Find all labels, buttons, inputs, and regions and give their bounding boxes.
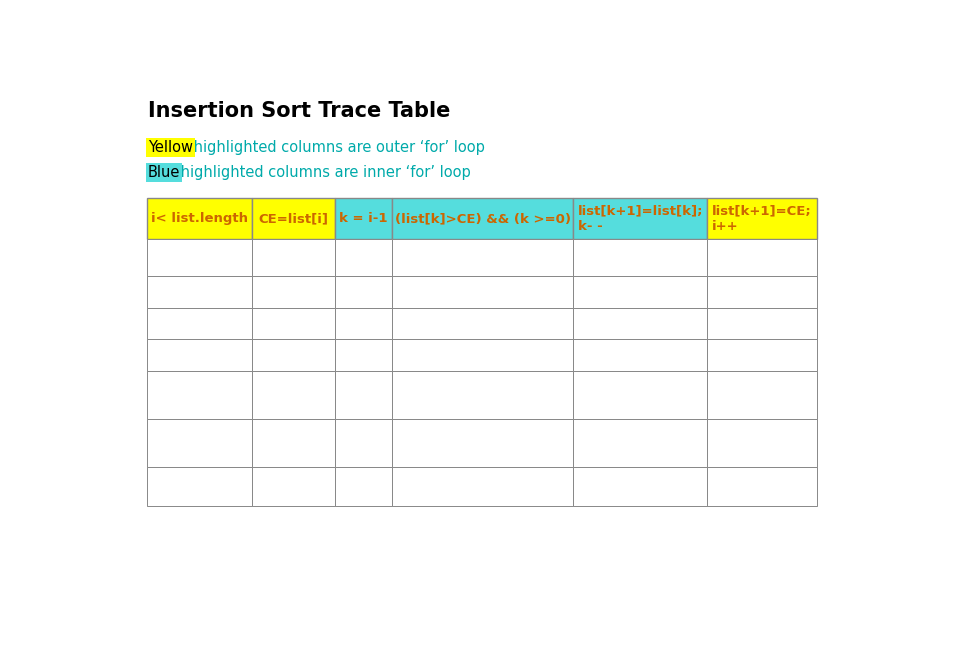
Text: Blue: Blue (148, 165, 180, 180)
Bar (252, 467, 334, 506)
Bar (334, 276, 392, 308)
Bar (252, 339, 334, 371)
Bar (392, 467, 573, 506)
Bar (252, 276, 334, 308)
Bar (334, 467, 392, 506)
Bar (334, 308, 392, 339)
Bar (707, 371, 817, 419)
Bar (707, 339, 817, 371)
Bar (392, 239, 573, 276)
Bar (147, 198, 252, 239)
Bar (707, 239, 817, 276)
Text: i< list.length: i< list.length (151, 212, 248, 225)
Bar (252, 308, 334, 339)
Bar (252, 419, 334, 467)
Text: highlighted columns are inner ‘for’ loop: highlighted columns are inner ‘for’ loop (176, 165, 471, 180)
Bar (392, 339, 573, 371)
Text: k = i-1: k = i-1 (339, 212, 388, 225)
Bar (147, 239, 252, 276)
Text: highlighted columns are outer ‘for’ loop: highlighted columns are outer ‘for’ loop (189, 140, 485, 155)
Text: (list[k]>CE) && (k >=0): (list[k]>CE) && (k >=0) (395, 212, 571, 225)
Text: Yellow: Yellow (148, 140, 193, 155)
Text: list[k+1]=list[k];
k- -: list[k+1]=list[k]; k- - (578, 204, 703, 233)
Bar (707, 308, 817, 339)
Bar (334, 239, 392, 276)
Bar (707, 419, 817, 467)
Bar (334, 339, 392, 371)
Bar (147, 276, 252, 308)
Bar (392, 276, 573, 308)
Bar (334, 198, 392, 239)
Bar (707, 198, 817, 239)
Bar (252, 198, 334, 239)
Bar (573, 419, 707, 467)
Bar (392, 419, 573, 467)
Text: CE=list[i]: CE=list[i] (259, 212, 329, 225)
Bar (707, 467, 817, 506)
Bar (573, 239, 707, 276)
Bar (573, 371, 707, 419)
Bar (334, 371, 392, 419)
Bar (392, 198, 573, 239)
Text: list[k+1]=CE;
i++: list[k+1]=CE; i++ (713, 204, 812, 233)
Bar (252, 371, 334, 419)
Bar (392, 308, 573, 339)
Bar (147, 308, 252, 339)
Text: Insertion Sort Trace Table: Insertion Sort Trace Table (148, 102, 450, 121)
Bar (573, 276, 707, 308)
Bar (392, 371, 573, 419)
Bar (147, 371, 252, 419)
Bar (573, 198, 707, 239)
Bar (147, 467, 252, 506)
Bar (573, 308, 707, 339)
Bar (573, 467, 707, 506)
Bar (147, 339, 252, 371)
Bar (707, 276, 817, 308)
Bar (147, 419, 252, 467)
Bar (573, 339, 707, 371)
Bar (334, 419, 392, 467)
Bar (252, 239, 334, 276)
